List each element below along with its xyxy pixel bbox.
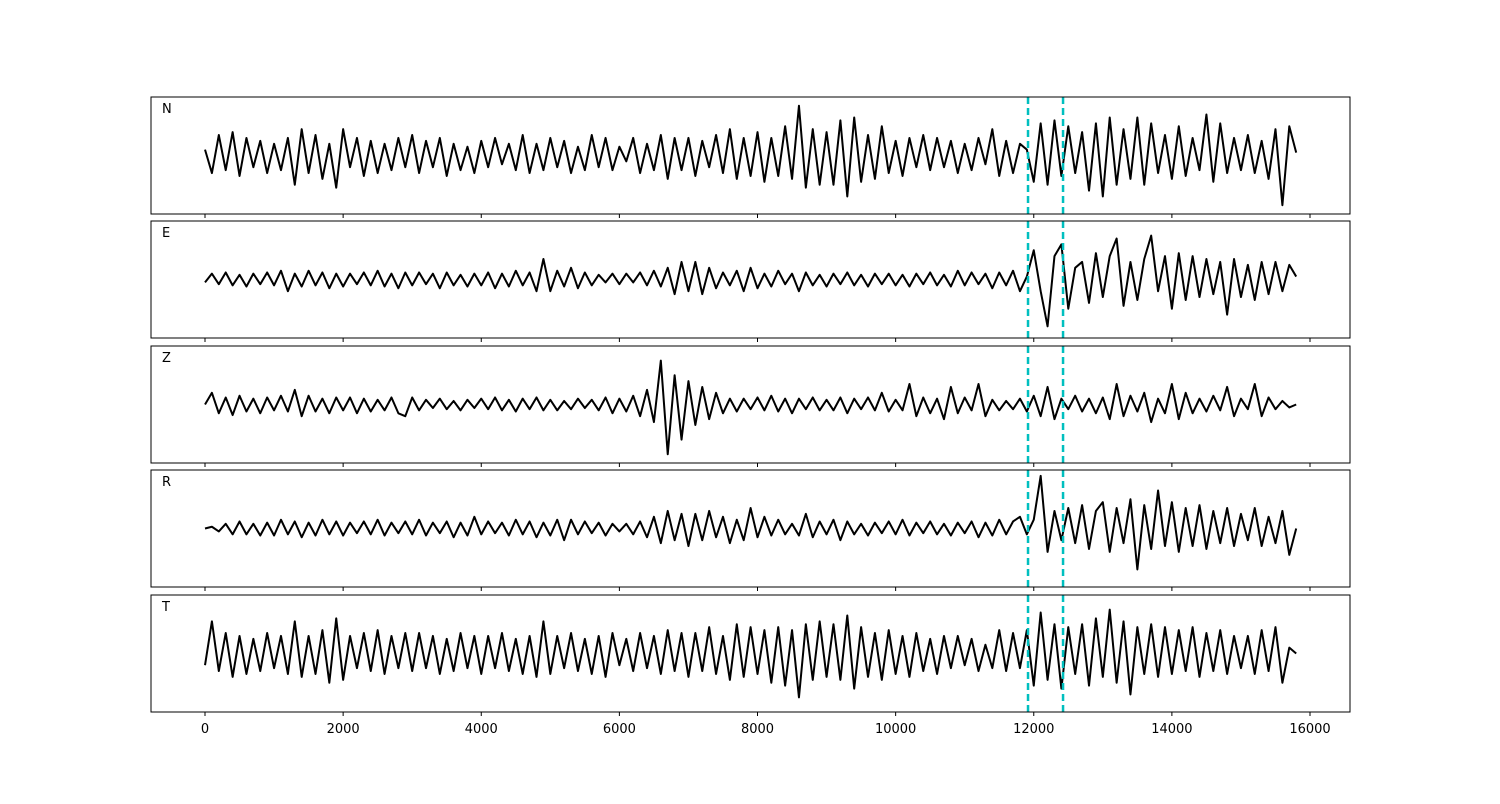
panel-frame <box>150 220 1351 339</box>
panel-label: R <box>162 475 171 490</box>
trace <box>204 104 1298 207</box>
trace <box>204 608 1297 699</box>
panel-label: N <box>162 102 172 117</box>
x-tick-label: 2000 <box>327 722 360 737</box>
panel-frame <box>150 96 1351 215</box>
trace <box>204 359 1297 456</box>
x-tick-label: 4000 <box>465 722 498 737</box>
panel-frame <box>150 469 1351 588</box>
panel-label: Z <box>162 351 171 366</box>
x-tick-label: 14000 <box>1151 722 1192 737</box>
panel-frame <box>150 345 1351 464</box>
x-tick-label: 16000 <box>1289 722 1330 737</box>
x-tick-label: 10000 <box>875 722 916 737</box>
panel-frame <box>150 594 1351 713</box>
x-tick-label: 12000 <box>1013 722 1054 737</box>
x-tick-label: 8000 <box>741 722 774 737</box>
trace <box>204 234 1298 328</box>
trace <box>204 474 1298 571</box>
panel-label: T <box>161 600 170 615</box>
x-tick-label: 0 <box>201 722 209 737</box>
panel-label: E <box>162 226 170 241</box>
x-tick-label: 6000 <box>603 722 636 737</box>
